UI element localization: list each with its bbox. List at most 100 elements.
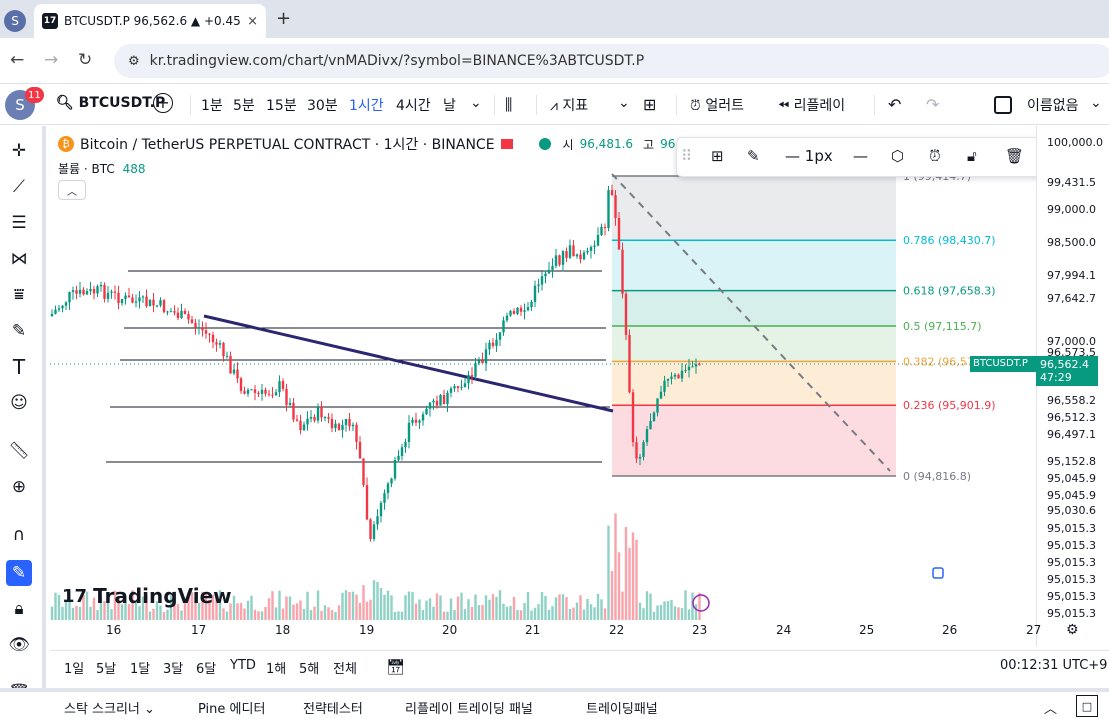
range-bar: 1일 5날 1달 3달 6달 YTD 1해 5해 전체 📅︎ 00:12:31 … (50, 650, 1109, 680)
emoji-icon[interactable]: ☺ (10, 393, 28, 413)
brush-tool-icon[interactable]: ✎ (11, 321, 27, 341)
templates-grid-icon[interactable]: ⊞ (643, 95, 657, 114)
back-arrow-icon[interactable]: ← (10, 50, 25, 70)
magnet-icon[interactable]: ∩ (12, 525, 26, 545)
volume-bar (274, 607, 278, 620)
high-value: 96 (660, 137, 676, 151)
volume-bar (680, 608, 684, 620)
interval-day[interactable]: 날 (443, 98, 456, 114)
tab-close-icon[interactable]: × (247, 13, 258, 29)
alert-add-icon[interactable]: ⏰︎ (929, 147, 941, 165)
volume-bar (355, 594, 358, 620)
tab-trading-panel[interactable]: 트레이딩패널 (586, 702, 658, 717)
browser-profile-icon[interactable]: S (4, 10, 26, 32)
candle-body (519, 307, 523, 312)
interval-15m[interactable]: 15분 (266, 98, 297, 114)
layout-checkbox-icon[interactable] (994, 96, 1012, 114)
candle-body (68, 291, 71, 303)
volume-bar (225, 611, 229, 620)
volume-bar (103, 601, 106, 620)
line-width-button[interactable]: — 1px (785, 147, 833, 165)
volume-bar (439, 595, 442, 620)
symbol-title[interactable]: Bitcoin / TetherUS PERPETUAL CONTRACT · … (80, 137, 495, 153)
delete-drawing-icon[interactable]: 🗑︎ (1005, 147, 1025, 165)
line-style-icon[interactable]: — (853, 147, 868, 165)
reload-icon[interactable]: ↻ (78, 50, 93, 70)
symbol-search-button[interactable]: 🔍︎ BTCUSDT.P (56, 95, 166, 111)
forward-arrow-icon[interactable]: → (44, 50, 59, 70)
lock-drawing-icon[interactable]: 🔓︎ (967, 147, 977, 165)
date-range-calendar-icon[interactable]: 📅︎ (386, 658, 406, 676)
range-6m[interactable]: 6달 (196, 662, 217, 677)
range-5y[interactable]: 5해 (299, 662, 320, 677)
alert-button[interactable]: ⏰︎ 얼러트 (690, 98, 745, 114)
pencil-color-icon[interactable]: ✎ (747, 147, 760, 165)
range-5d[interactable]: 5날 (96, 662, 117, 677)
trendline-tool-icon[interactable]: ⟋ (13, 177, 25, 197)
time-scale[interactable]: 16 17 18 19 20 21 22 23 24 25 26 27 (50, 620, 1041, 642)
settings-hex-icon[interactable]: ⬡ (891, 147, 905, 165)
drawing-mode-lock-icon[interactable]: ✎ (6, 560, 32, 586)
indicators-chevron-icon[interactable]: ⌄ (618, 95, 630, 111)
clock-timezone[interactable]: 00:12:31 UTC+9 (1000, 658, 1108, 673)
new-tab-button[interactable]: + (276, 8, 292, 29)
range-ytd[interactable]: YTD (230, 658, 256, 673)
chart-pane[interactable]: 1 (99,414.7)0.786 (98,430.7)0.618 (97,65… (50, 126, 1109, 646)
compare-plus-icon[interactable]: + (153, 93, 173, 113)
volume-bar (222, 608, 225, 620)
volume-bar (407, 591, 411, 620)
tab-replay-trading-panel[interactable]: 리플레이 트레이딩 패널 (405, 702, 533, 717)
fib-level-label: 0.786 (98,430.7) (903, 234, 996, 247)
horizontal-lines-icon[interactable]: ☰ (11, 213, 27, 233)
templates-icon[interactable]: ⊞ (711, 147, 724, 165)
ruler-icon[interactable]: 📏︎ (8, 441, 30, 461)
candle-body (537, 284, 540, 286)
range-1d[interactable]: 1일 (64, 662, 85, 677)
undo-icon[interactable]: ↶ (888, 95, 902, 114)
range-3m[interactable]: 3달 (163, 662, 184, 677)
volume-bar (334, 611, 337, 620)
candle-body (92, 288, 96, 294)
zoom-in-icon[interactable]: ⊕ (11, 477, 27, 497)
interval-30m[interactable]: 30분 (307, 98, 338, 114)
tab-strategy-tester[interactable]: 전략테스터 (303, 702, 363, 717)
price-chart[interactable]: 1 (99,414.7)0.786 (98,430.7)0.618 (97,65… (50, 126, 1036, 620)
indicators-button[interactable]: ⩘ 지표 (550, 98, 589, 114)
browser-tab[interactable]: 17 BTCUSDT.P 96,562.6 ▲ +0.45% × (34, 4, 266, 38)
tab-stock-screener[interactable]: 스탁 스크리너 ⌄ (64, 702, 155, 717)
candle-body (635, 442, 638, 459)
range-1y[interactable]: 1해 (266, 662, 287, 677)
layout-chevron-icon[interactable]: ⌄ (1090, 95, 1102, 111)
lock-icon[interactable]: 🔒︎ (14, 599, 24, 619)
redo-icon[interactable]: ↷ (926, 95, 940, 114)
interval-1m[interactable]: 1분 (201, 98, 223, 114)
candle-body (257, 392, 260, 394)
url-field[interactable]: ⚙ kr.tradingview.com/chart/vnMADivx/?sym… (114, 44, 1109, 78)
drag-handle-icon[interactable]: ⠿ (681, 147, 692, 165)
interval-4h[interactable]: 4시간 (396, 98, 431, 114)
pattern-tool-icon[interactable]: ⋈ (10, 249, 28, 269)
range-all[interactable]: 전체 (333, 662, 357, 677)
price-scale-label: 95,045.9 (1047, 472, 1096, 485)
tradingview-logo[interactable]: 17 TradingView (62, 584, 232, 608)
layout-name[interactable]: 이름없음 (1027, 98, 1079, 114)
interval-1h[interactable]: 1시간 (349, 98, 384, 114)
panel-maximize-icon[interactable]: □ (1076, 695, 1098, 717)
legend-collapse-chevron-icon[interactable]: ︿ (58, 180, 86, 200)
tab-pine-editor[interactable]: Pine 에디터 (198, 702, 266, 717)
chart-settings-gear-icon[interactable]: ⚙ (1066, 622, 1079, 638)
site-settings-icon[interactable]: ⚙ (128, 53, 140, 69)
candle-style-icon[interactable]: ⫼ (505, 95, 513, 114)
replay-button[interactable]: ⏪︎ 리플레이 (778, 98, 846, 114)
eye-icon[interactable]: 👁︎ (8, 635, 30, 655)
volume-bar (302, 608, 306, 620)
interval-5m[interactable]: 5분 (233, 98, 255, 114)
interval-dropdown-chevron-icon[interactable]: ⌄ (470, 95, 482, 111)
crosshair-icon[interactable]: ✛ (11, 141, 27, 161)
fib-tool-icon[interactable]: ⩸ (13, 285, 25, 305)
search-icon: 🔍︎ (56, 95, 74, 111)
text-tool-icon[interactable]: T (12, 355, 26, 379)
price-scale[interactable]: 100,000.0 99,431.5 99,000.0 98,500.0 97,994.… (1036, 126, 1109, 646)
panel-expand-chevron-icon[interactable]: ︿ (1044, 702, 1058, 717)
range-1m[interactable]: 1달 (130, 662, 151, 677)
